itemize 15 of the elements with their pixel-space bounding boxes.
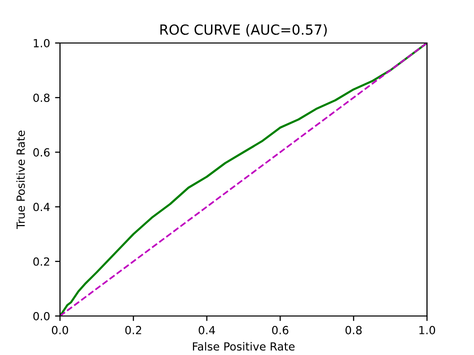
x-tick-label: 0.6 bbox=[272, 326, 288, 334]
x-tick-label: 0.4 bbox=[198, 326, 216, 334]
x-tick-label: 0.2 bbox=[125, 326, 142, 334]
y-axis-title: True Positive Rate bbox=[16, 130, 25, 230]
x-tick-label: 0.0 bbox=[52, 326, 68, 334]
x-tick-label: 1.0 bbox=[419, 326, 436, 334]
y-tick-label: 1.0 bbox=[34, 38, 50, 48]
x-tick-label: 0.8 bbox=[346, 326, 362, 334]
y-tick-label: 0.4 bbox=[33, 202, 50, 212]
y-tick-label: 0.2 bbox=[33, 257, 50, 266]
y-tick-label: 0.6 bbox=[33, 148, 50, 157]
y-tick-label: 0.8 bbox=[33, 94, 50, 102]
x-axis-title: False Positive Rate bbox=[192, 342, 295, 351]
chart-title: ROC CURVE (AUC=0.57) bbox=[160, 24, 327, 36]
y-tick-label: 0.0 bbox=[33, 312, 50, 320]
